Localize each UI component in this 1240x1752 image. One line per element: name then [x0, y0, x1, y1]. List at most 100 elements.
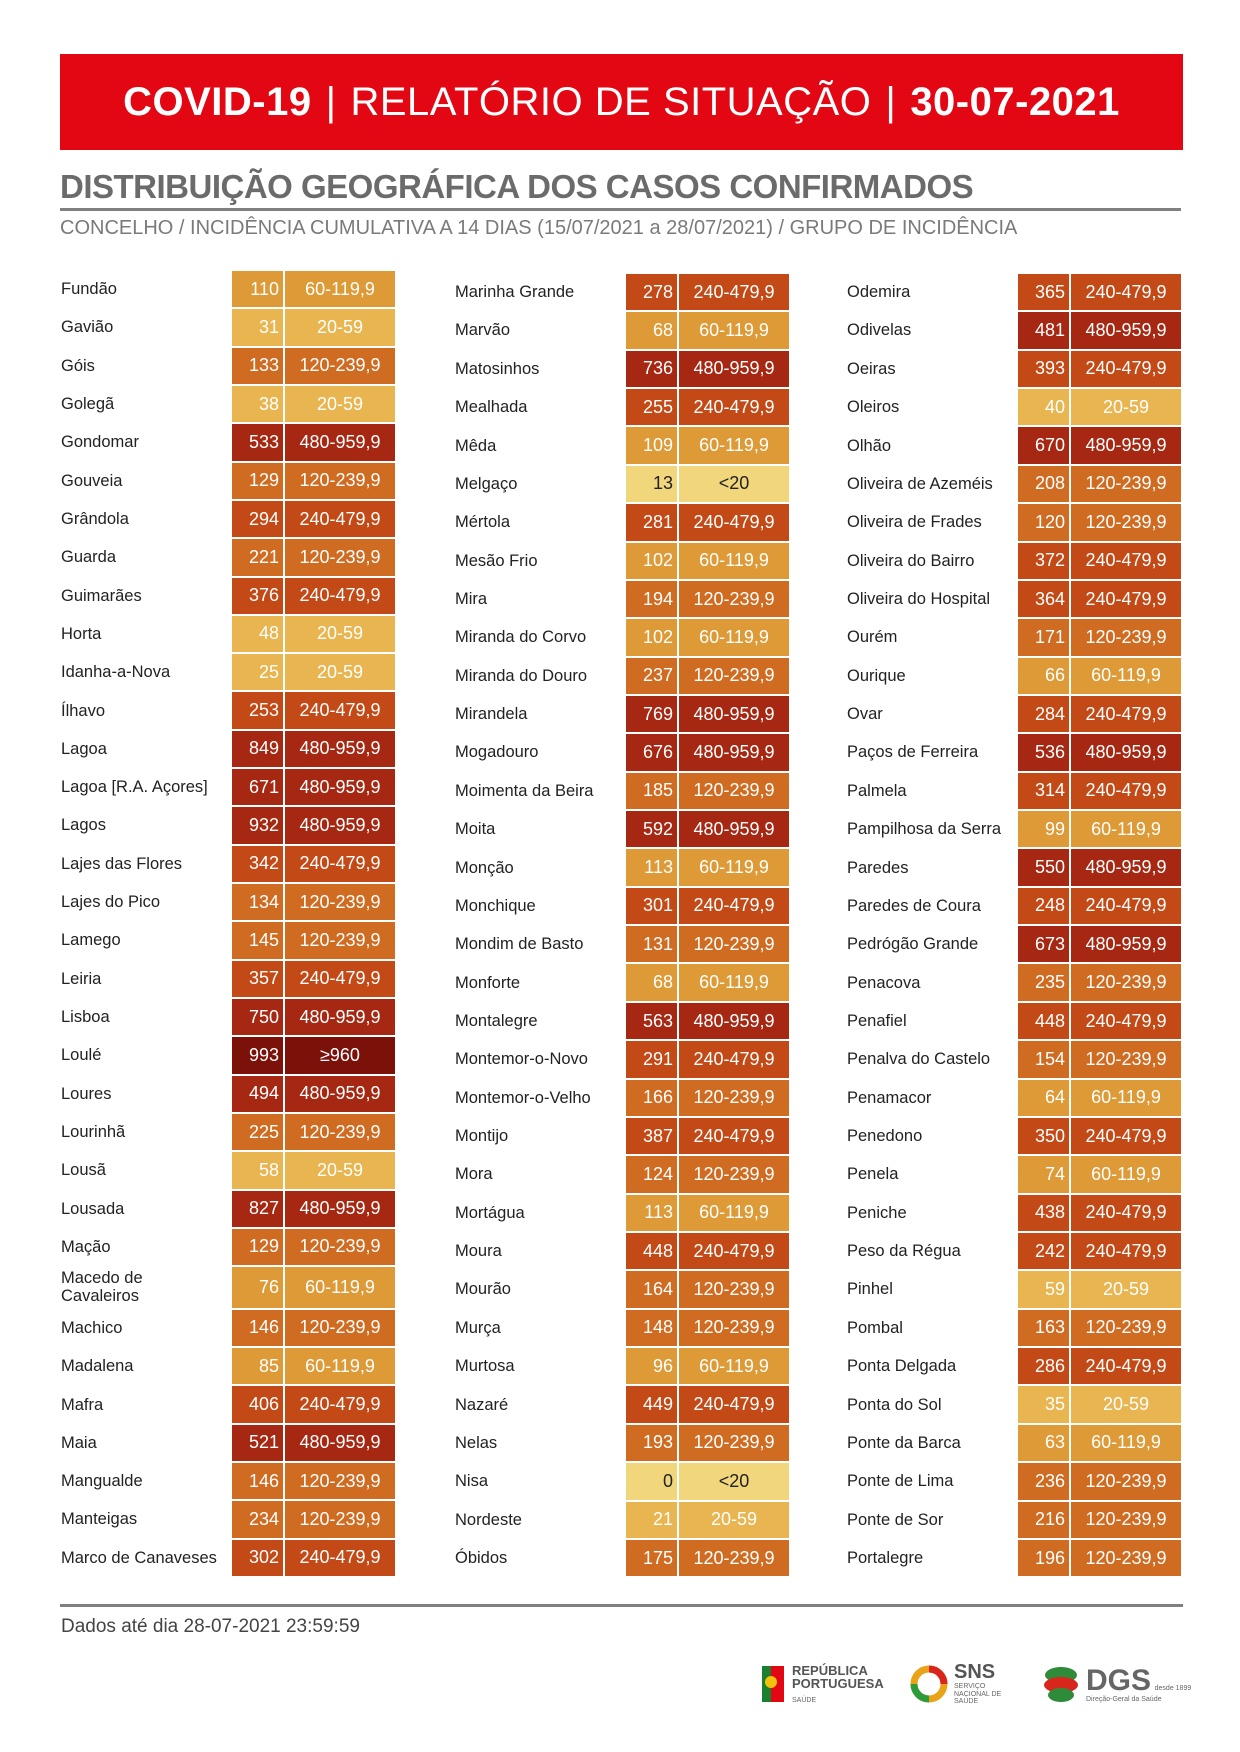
- incidence-group: 120-239,9: [285, 539, 395, 576]
- table-row: Idanha-a-Nova 25 20-59: [61, 654, 395, 691]
- municipality-name: Penalva do Castelo: [847, 1050, 991, 1069]
- incidence-value: 372: [1018, 542, 1069, 579]
- municipality-name: Machico: [61, 1318, 123, 1337]
- incidence-value: 376: [232, 577, 283, 614]
- incidence-group: 480-959,9: [285, 424, 395, 461]
- municipality-name: Lourinhã: [61, 1122, 126, 1141]
- incidence-group: 20-59: [285, 1152, 395, 1189]
- sns-logo: SNS SERVIÇO NACIONAL DE SAÚDE: [910, 1662, 1014, 1705]
- incidence-value: 124: [626, 1156, 677, 1193]
- incidence-group: 120-239,9: [1071, 1501, 1181, 1538]
- municipality-name: Odivelas: [847, 321, 912, 340]
- table-row: Ponte da Barca 63 60-119,9: [847, 1424, 1181, 1462]
- incidence-value: 102: [626, 542, 677, 579]
- incidence-value: 364: [1018, 580, 1069, 618]
- dgs-since: desde 1899: [1154, 1684, 1192, 1692]
- incidence-group: 240-479,9: [285, 500, 395, 538]
- incidence-value: 550: [1018, 849, 1069, 886]
- incidence-value: 74: [1018, 1156, 1069, 1193]
- table-row: Murça 148 120-239,9: [455, 1309, 789, 1347]
- incidence-group: 60-119,9: [1071, 811, 1181, 848]
- incidence-value: 76: [232, 1267, 283, 1308]
- municipality-name: Ponte da Barca: [847, 1433, 961, 1452]
- municipality-name: Loures: [61, 1084, 112, 1103]
- municipality-name: Ílhavo: [61, 701, 106, 720]
- municipality-name: Gavião: [61, 318, 114, 337]
- table-row: Mirandela 769 480-959,9: [455, 695, 789, 733]
- incidence-value: 171: [1018, 619, 1069, 656]
- table-row: Leiria 357 240-479,9: [61, 960, 395, 997]
- incidence-group: 240-479,9: [679, 274, 789, 311]
- table-row: Machico 146 120-239,9: [61, 1309, 395, 1347]
- municipality-name: Oliveira do Hospital: [847, 589, 991, 608]
- municipality-name: Lamego: [61, 931, 121, 950]
- incidence-group: 480-959,9: [1071, 849, 1181, 886]
- table-row: Marvão 68 60-119,9: [455, 312, 789, 349]
- incidence-value: 253: [232, 692, 283, 729]
- incidence-group: 120-239,9: [285, 347, 395, 384]
- dgs-emblem-icon: [1044, 1667, 1078, 1702]
- incidence-value: 521: [232, 1424, 283, 1462]
- incidence-group: 120-239,9: [285, 1309, 395, 1347]
- incidence-group: 20-59: [1071, 1386, 1181, 1423]
- incidence-value: 99: [1018, 811, 1069, 848]
- incidence-value: 286: [1018, 1348, 1069, 1385]
- table-row: Golegã 38 20-59: [61, 385, 395, 423]
- incidence-value: 148: [626, 1309, 677, 1347]
- municipality-name: Pampilhosa da Serra: [847, 820, 1002, 839]
- table-row: Lajes das Flores 342 240-479,9: [61, 845, 395, 882]
- incidence-value: 113: [626, 1194, 677, 1231]
- municipality-name: Lagoa [R.A. Açores]: [61, 778, 208, 797]
- incidence-group: 480-959,9: [285, 1424, 395, 1462]
- municipality-name: Gouveia: [61, 471, 123, 490]
- incidence-value: 109: [626, 427, 677, 464]
- incidence-group: 480-959,9: [1071, 926, 1181, 963]
- incidence-group: 120-239,9: [679, 926, 789, 963]
- table-row: Ponta Delgada 286 240-479,9: [847, 1348, 1181, 1385]
- table-row: Mangualde 146 120-239,9: [61, 1463, 395, 1500]
- portugal-flag-icon: [762, 1666, 784, 1702]
- municipality-name: Melgaço: [455, 474, 518, 493]
- table-row: Montijo 387 240-479,9: [455, 1117, 789, 1155]
- incidence-value: 676: [626, 734, 677, 771]
- incidence-group: 120-239,9: [285, 1501, 395, 1538]
- municipality-name: Montijo: [455, 1127, 509, 1146]
- table-column-2: Marinha Grande 278 240-479,9 Marvão 68 60-119…: [455, 274, 789, 1578]
- municipality-name: Moimenta da Beira: [455, 781, 594, 800]
- incidence-value: 235: [1018, 964, 1069, 1001]
- municipality-name: Paços de Ferreira: [847, 743, 979, 762]
- incidence-group: 120-239,9: [1071, 1041, 1181, 1078]
- table-row: Olhão 670 480-959,9: [847, 427, 1181, 464]
- municipality-name: Mogadouro: [455, 743, 539, 762]
- table-row: Monforte 68 60-119,9: [455, 964, 789, 1001]
- incidence-group: 120-239,9: [1071, 465, 1181, 503]
- incidence-group: 120-239,9: [1071, 964, 1181, 1001]
- incidence-value: 563: [626, 1002, 677, 1040]
- municipality-name: Monforte: [455, 973, 521, 992]
- incidence-value: 38: [232, 385, 283, 423]
- municipality-name: Peso da Régua: [847, 1242, 961, 1261]
- incidence-value: 175: [626, 1539, 677, 1577]
- incidence-value: 85: [232, 1348, 283, 1385]
- table-row: Mogadouro 676 480-959,9: [455, 734, 789, 771]
- table-row: Matosinhos 736 480-959,9: [455, 350, 789, 388]
- incidence-value: 592: [626, 811, 677, 848]
- incidence-group: 480-959,9: [285, 807, 395, 844]
- table-row: Mealhada 255 240-479,9: [455, 389, 789, 426]
- incidence-value: 294: [232, 500, 283, 538]
- municipality-name: Odemira: [847, 283, 911, 302]
- table-row: Mortágua 113 60-119,9: [455, 1194, 789, 1231]
- municipality-name: Maia: [61, 1433, 97, 1452]
- municipality-name: Penamacor: [847, 1088, 932, 1107]
- incidence-value: 237: [626, 657, 677, 694]
- incidence-group: 120-239,9: [679, 1156, 789, 1193]
- table-row: Guarda 221 120-239,9: [61, 539, 395, 576]
- incidence-value: 284: [1018, 695, 1069, 733]
- incidence-group: 60-119,9: [679, 1194, 789, 1231]
- municipality-name: Ovar: [847, 705, 883, 724]
- table-row: Loulé 993 ≥960: [61, 1037, 395, 1074]
- table-row: Miranda do Douro 237 120-239,9: [455, 657, 789, 694]
- incidence-group: 480-959,9: [679, 811, 789, 848]
- table-row: Lisboa 750 480-959,9: [61, 998, 395, 1036]
- table-row: Montemor-o-Velho 166 120-239,9: [455, 1079, 789, 1116]
